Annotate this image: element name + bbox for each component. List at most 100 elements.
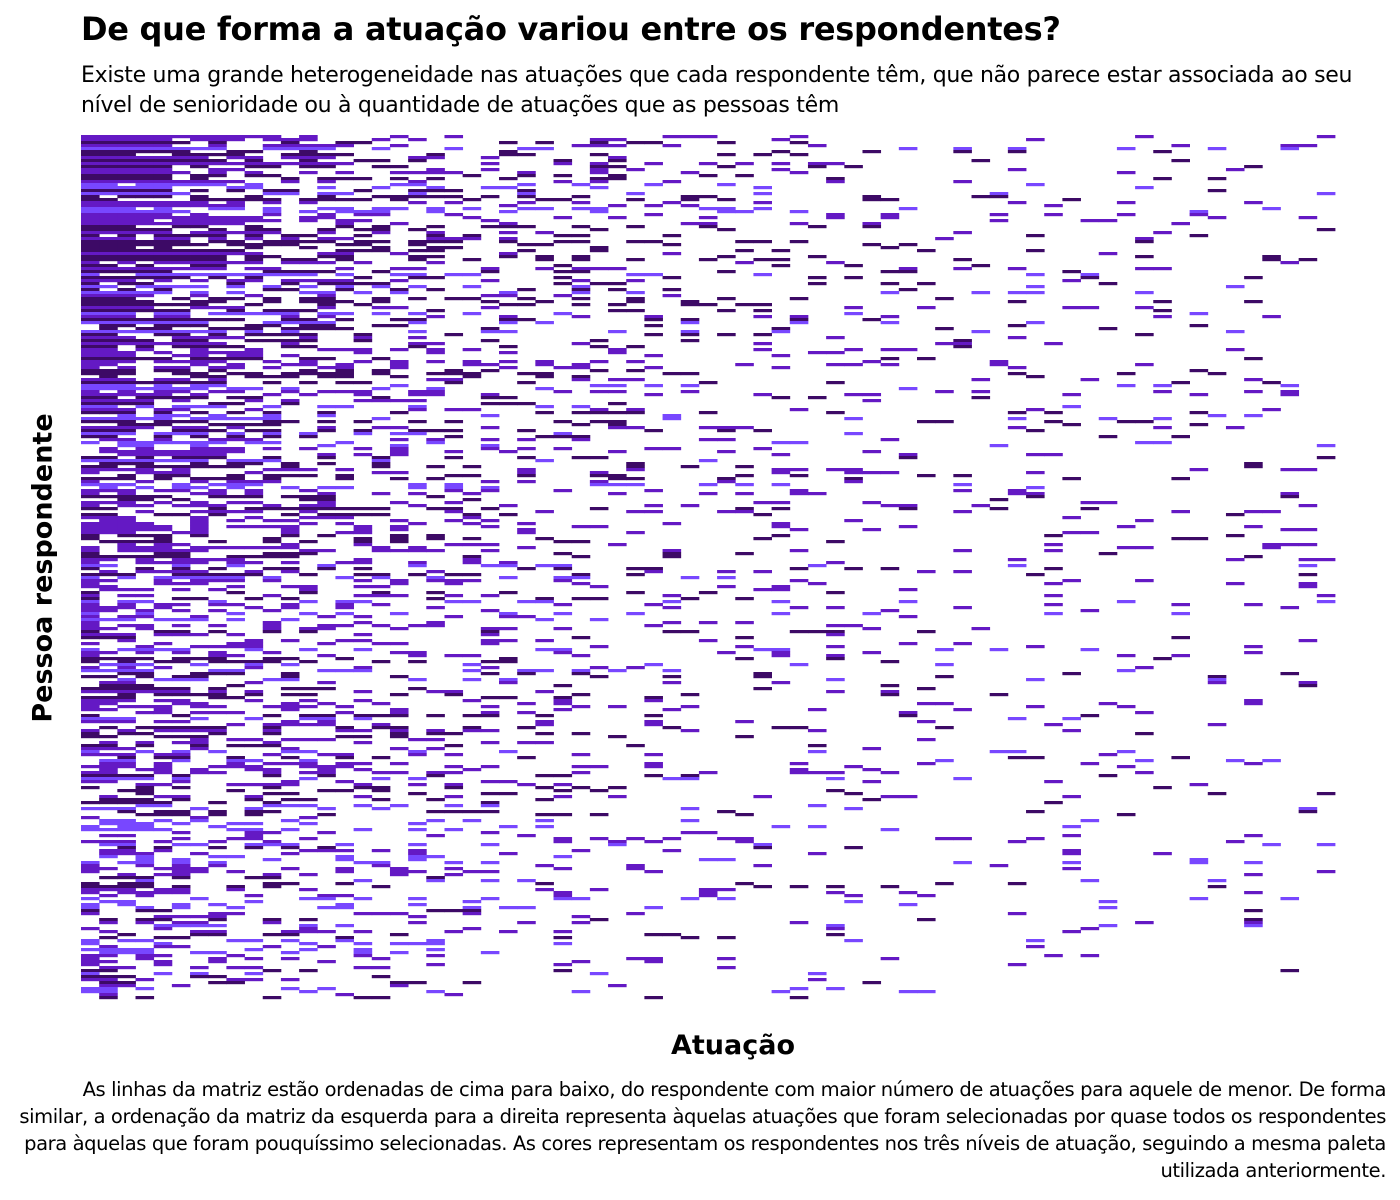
heatmap-cell: [571, 921, 591, 925]
heatmap-cell: [408, 564, 427, 568]
heatmap-cell: [135, 909, 155, 913]
heatmap-cell: [299, 435, 318, 439]
heatmap-cell: [117, 468, 136, 472]
heatmap-cell: [389, 501, 409, 505]
heatmap-cell: [135, 732, 155, 736]
heatmap-cell: [553, 795, 573, 799]
heatmap-cell: [408, 189, 427, 193]
heatmap-cell: [299, 765, 318, 769]
heatmap-cell: [426, 309, 445, 313]
heatmap-cell: [371, 771, 391, 775]
heatmap-cell: [299, 897, 318, 901]
heatmap-cell: [244, 555, 264, 559]
heatmap-cell: [698, 381, 718, 385]
heatmap-cell: [208, 135, 227, 139]
heatmap-cell: [81, 339, 100, 343]
heatmap-cell: [1062, 279, 1081, 283]
heatmap-cell: [117, 729, 136, 733]
heatmap-cell: [426, 153, 445, 157]
heatmap-cell: [117, 618, 136, 622]
heatmap-cell: [371, 186, 391, 190]
heatmap-cell: [1280, 384, 1300, 388]
heatmap-cell: [317, 453, 336, 457]
heatmap-cell: [117, 393, 136, 397]
heatmap-cell: [735, 720, 754, 724]
heatmap-cell: [280, 147, 300, 151]
heatmap-cell: [735, 363, 754, 367]
heatmap-cell: [553, 447, 573, 451]
heatmap-cell: [335, 252, 354, 256]
heatmap-cell: [1207, 879, 1227, 883]
heatmap-cell: [1044, 213, 1063, 217]
heatmap-cell: [81, 159, 100, 163]
heatmap-cell: [99, 735, 118, 739]
heatmap-cell: [462, 561, 482, 565]
heatmap-cell: [135, 804, 155, 808]
heatmap-cell: [408, 504, 427, 508]
heatmap-cell: [299, 495, 318, 499]
heatmap-cell: [844, 792, 863, 796]
heatmap-cell: [444, 783, 464, 787]
heatmap-cell: [499, 750, 518, 754]
heatmap-cell: [462, 258, 482, 262]
heatmap-cell: [717, 255, 736, 259]
heatmap-cell: [426, 348, 445, 352]
heatmap-cell: [171, 885, 191, 889]
heatmap-cell: [208, 234, 227, 238]
heatmap-cell: [208, 957, 227, 961]
heatmap-cell: [208, 651, 227, 655]
heatmap-cell: [917, 357, 936, 361]
heatmap-cell: [789, 135, 809, 139]
heatmap-cell: [571, 288, 591, 292]
heatmap-cell: [1062, 393, 1081, 397]
heatmap-cell: [644, 960, 663, 964]
heatmap-cell: [717, 183, 736, 187]
heatmap-cell: [953, 267, 972, 271]
heatmap-cell: [898, 588, 918, 592]
heatmap-cell: [1116, 525, 1136, 529]
heatmap-cell: [626, 258, 645, 262]
heatmap-cell: [335, 162, 354, 166]
heatmap-cell: [244, 495, 264, 499]
heatmap-cell: [589, 972, 609, 976]
heatmap-cell: [208, 168, 227, 172]
heatmap-cell: [171, 945, 191, 949]
heatmap-cell: [81, 270, 100, 274]
heatmap-cell: [589, 480, 609, 484]
heatmap-cell: [171, 903, 191, 907]
heatmap-cell: [389, 549, 409, 553]
heatmap-cell: [190, 480, 209, 484]
heatmap-cell: [408, 180, 427, 184]
heatmap-cell: [517, 741, 536, 745]
heatmap-cell: [226, 423, 245, 427]
heatmap-cell: [299, 345, 318, 349]
heatmap-cell: [335, 279, 354, 283]
heatmap-cell: [117, 360, 136, 364]
heatmap-cell: [99, 306, 118, 310]
heatmap-cell: [153, 168, 173, 172]
heatmap-cell: [99, 675, 118, 679]
heatmap-cell: [99, 969, 118, 973]
heatmap-cell: [262, 678, 282, 682]
heatmap-cell: [262, 312, 282, 316]
heatmap-cell: [81, 336, 100, 340]
heatmap-cell: [153, 357, 173, 361]
heatmap-cell: [317, 429, 336, 433]
heatmap-cell: [807, 804, 827, 808]
heatmap-cell: [426, 210, 445, 214]
heatmap-cell: [1153, 852, 1172, 856]
heatmap-cell: [208, 765, 227, 769]
heatmap-cell: [1080, 762, 1100, 766]
heatmap-cell: [317, 753, 336, 757]
heatmap-cell: [99, 885, 118, 889]
heatmap-cell: [1116, 600, 1136, 604]
heatmap-cell: [135, 156, 155, 160]
heatmap-cell: [99, 708, 118, 712]
heatmap-cell: [589, 837, 609, 841]
heatmap-cell: [1316, 870, 1336, 874]
heatmap-cell: [1026, 486, 1045, 490]
heatmap-cell: [662, 630, 682, 634]
heatmap-cell: [280, 933, 300, 937]
heatmap-cell: [971, 627, 991, 631]
heatmap-cell: [389, 411, 409, 415]
